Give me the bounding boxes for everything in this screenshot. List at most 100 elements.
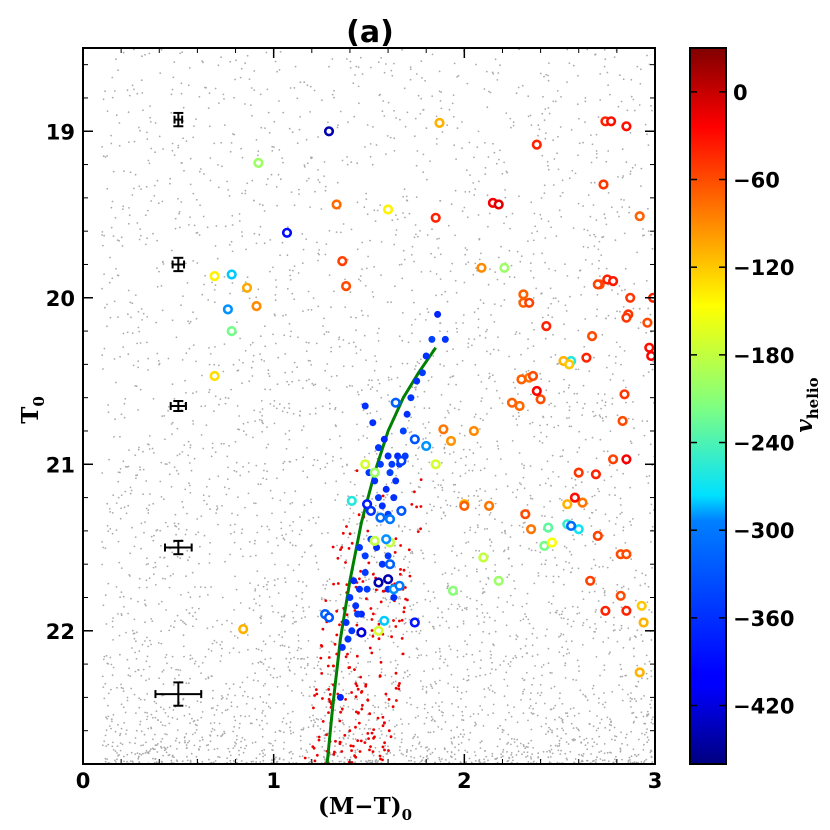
- field-star: [554, 556, 556, 559]
- field-star: [427, 590, 430, 593]
- field-star: [464, 253, 467, 256]
- field-star: [286, 380, 288, 383]
- field-star: [181, 760, 184, 763]
- field-star: [228, 687, 231, 690]
- field-star: [564, 304, 567, 307]
- field-star: [219, 643, 222, 646]
- field-star: [247, 648, 249, 651]
- field-star: [112, 713, 115, 716]
- field-star: [621, 742, 623, 745]
- field-star: [450, 737, 453, 740]
- field-star: [423, 390, 426, 393]
- field-star: [324, 714, 326, 717]
- field-star: [164, 463, 167, 465]
- field-star: [590, 511, 593, 514]
- field-star: [547, 756, 550, 759]
- field-star: [177, 197, 179, 200]
- field-star: [201, 662, 204, 664]
- field-star: [255, 761, 257, 763]
- field-star: [208, 758, 210, 761]
- velocity-star: [621, 454, 632, 465]
- field-star: [460, 590, 462, 593]
- field-star: [137, 669, 140, 671]
- field-star: [498, 158, 500, 161]
- field-star: [416, 361, 419, 363]
- field-star: [214, 245, 217, 247]
- field-star: [519, 647, 522, 650]
- field-star: [647, 230, 650, 233]
- red-member: [354, 755, 358, 759]
- field-star: [648, 475, 651, 477]
- field-star: [152, 232, 154, 235]
- field-star: [493, 321, 496, 323]
- red-member: [311, 745, 315, 748]
- field-star: [186, 550, 189, 552]
- field-star: [273, 640, 276, 643]
- field-star: [189, 654, 192, 657]
- field-star: [129, 492, 132, 495]
- field-star: [342, 223, 345, 225]
- field-star: [547, 307, 550, 309]
- field-star: [281, 636, 284, 638]
- field-star: [231, 250, 234, 253]
- field-star: [629, 759, 631, 761]
- field-star: [380, 730, 382, 732]
- field-star: [368, 452, 371, 455]
- red-member: [351, 744, 355, 748]
- field-star: [530, 201, 533, 204]
- field-star: [469, 597, 472, 600]
- red-member: [419, 527, 422, 531]
- field-star: [604, 726, 607, 729]
- field-star: [254, 672, 256, 675]
- field-star: [485, 583, 488, 586]
- field-star: [384, 496, 387, 499]
- field-star: [366, 637, 369, 640]
- field-star: [401, 732, 403, 734]
- field-star: [550, 602, 553, 605]
- field-star: [293, 673, 296, 675]
- field-star: [144, 752, 147, 754]
- field-star: [595, 133, 598, 136]
- field-star: [163, 557, 165, 559]
- field-star: [493, 303, 496, 305]
- velocity-star: [605, 116, 617, 127]
- red-member: [341, 531, 345, 535]
- field-star: [302, 387, 304, 389]
- field-star: [369, 660, 372, 663]
- field-star: [418, 741, 421, 744]
- field-star: [596, 402, 599, 404]
- field-star: [221, 165, 223, 168]
- member-point: [344, 635, 352, 643]
- field-star: [630, 730, 632, 733]
- velocity-star: [590, 469, 602, 480]
- field-star: [282, 111, 285, 114]
- field-star: [175, 668, 178, 671]
- field-star: [564, 752, 567, 755]
- field-star: [161, 309, 164, 312]
- field-star: [279, 644, 282, 647]
- field-star: [490, 314, 492, 316]
- field-star: [434, 748, 437, 750]
- field-star: [607, 84, 609, 87]
- field-star: [297, 634, 300, 637]
- field-star: [332, 455, 334, 458]
- field-star: [133, 187, 135, 190]
- velocity-star: [421, 440, 432, 452]
- velocity-star: [331, 199, 342, 210]
- field-star: [171, 716, 174, 719]
- field-star: [253, 409, 256, 412]
- field-star: [297, 646, 300, 649]
- field-star: [115, 586, 118, 588]
- field-star: [646, 741, 649, 744]
- field-star: [635, 700, 637, 703]
- field-star: [600, 407, 602, 410]
- velocity-star: [373, 577, 384, 588]
- field-star: [462, 736, 464, 738]
- field-star: [409, 482, 412, 485]
- field-star: [139, 468, 142, 471]
- field-star: [296, 366, 298, 369]
- field-star: [161, 694, 164, 697]
- field-star: [129, 675, 132, 677]
- field-star: [328, 274, 331, 276]
- field-star: [531, 232, 533, 235]
